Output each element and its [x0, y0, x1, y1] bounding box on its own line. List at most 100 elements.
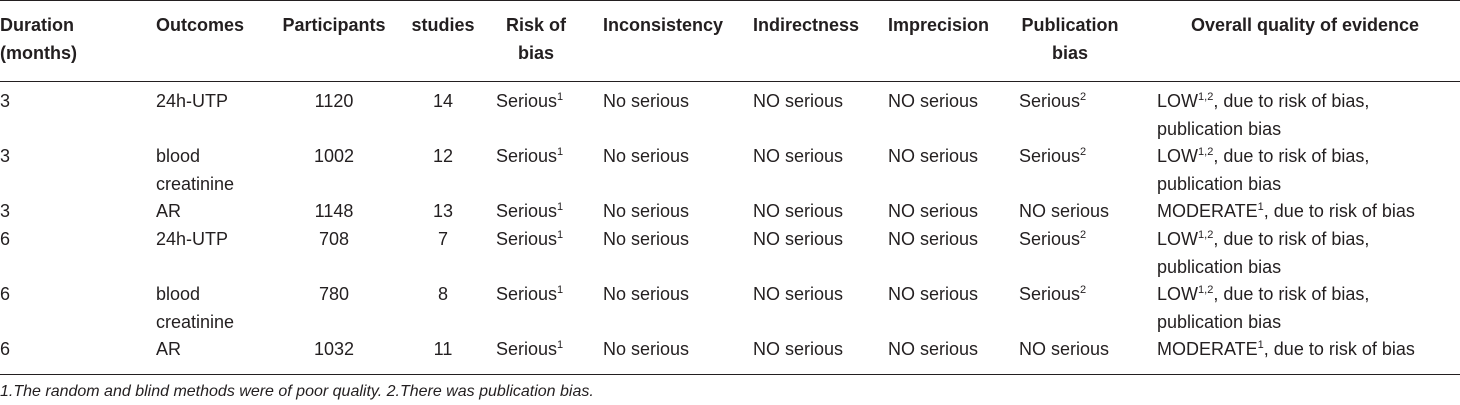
indirectness-cell: NO serious — [753, 339, 844, 359]
risk-of-bias-value: Serious — [496, 146, 558, 166]
studies-cell: 12 — [432, 146, 454, 166]
overall-quality-line1: LOW1,2, due to risk of bias, — [1157, 226, 1369, 254]
quality-grade: LOW — [1157, 91, 1199, 111]
overall-quality-line1: MODERATE1, due to risk of bias — [1157, 336, 1415, 364]
outcome-cell: AR — [156, 198, 181, 226]
studies-cell: 8 — [437, 284, 448, 304]
risk-of-bias-footnote-ref: 1 — [557, 339, 564, 351]
quality-reason: , due to risk of bias, — [1213, 146, 1370, 166]
duration-cell: 3 — [0, 91, 11, 111]
outcome-line: blood — [156, 284, 201, 304]
overall-quality-line2: publication bias — [1157, 311, 1282, 332]
inconsistency-cell: No serious — [603, 201, 690, 221]
publication-bias-value: NO serious — [1019, 339, 1110, 359]
overall-quality-cell: LOW1,2, due to risk of bias, publication … — [1157, 143, 1369, 198]
overall-quality-cell: MODERATE1, due to risk of bias — [1157, 336, 1415, 364]
table-header-rule — [0, 81, 1460, 82]
inconsistency-cell: No serious — [603, 339, 690, 359]
imprecision-cell: NO serious — [888, 339, 979, 359]
risk-of-bias-cell: Serious1 — [496, 226, 563, 254]
overall-quality-line1: LOW1,2, due to risk of bias, — [1157, 281, 1369, 309]
outcome-line: creatinine — [156, 311, 235, 332]
header-publication-bias: Publication bias — [1010, 12, 1130, 67]
duration-cell: 6 — [0, 284, 11, 304]
risk-of-bias-footnote-ref: 1 — [557, 284, 564, 296]
outcome-cell: AR — [156, 336, 181, 364]
header-inconsistency: Inconsistency — [603, 15, 724, 35]
outcome-line: 24h-UTP — [156, 91, 229, 111]
risk-of-bias-value: Serious — [496, 201, 558, 221]
outcome-line: AR — [156, 339, 182, 359]
overall-quality-cell: MODERATE1, due to risk of bias — [1157, 198, 1415, 226]
header-indirectness: Indirectness — [753, 15, 860, 35]
header-risk-of-bias-line2: bias — [517, 42, 555, 63]
publication-bias-value: Serious — [1019, 229, 1081, 249]
overall-quality-line2: publication bias — [1157, 256, 1282, 277]
studies-cell: 11 — [433, 339, 453, 359]
overall-quality-line2: publication bias — [1157, 118, 1282, 139]
imprecision-cell: NO serious — [888, 146, 979, 166]
quality-reason: , due to risk of bias — [1263, 339, 1415, 359]
publication-bias-footnote-ref: 2 — [1080, 146, 1087, 158]
studies-cell: 7 — [437, 229, 448, 249]
header-studies: studies — [411, 15, 475, 35]
indirectness-cell: NO serious — [753, 229, 844, 249]
header-overall-quality: Overall quality of evidence — [1190, 15, 1420, 35]
risk-of-bias-cell: Serious1 — [496, 281, 563, 309]
risk-of-bias-footnote-ref: 1 — [557, 146, 564, 158]
duration-cell: 6 — [0, 229, 11, 249]
participants-cell: 1032 — [313, 339, 355, 359]
imprecision-cell: NO serious — [888, 91, 979, 111]
inconsistency-cell: No serious — [603, 284, 690, 304]
participants-cell: 1120 — [314, 91, 354, 111]
outcome-line: 24h-UTP — [156, 229, 229, 249]
quality-reason: , due to risk of bias — [1263, 201, 1415, 221]
overall-quality-cell: LOW1,2, due to risk of bias, publication … — [1157, 226, 1369, 281]
table-bottom-rule — [0, 374, 1460, 375]
imprecision-cell: NO serious — [888, 201, 979, 221]
publication-bias-value: Serious — [1019, 146, 1081, 166]
overall-quality-cell: LOW1,2, due to risk of bias, publication … — [1157, 88, 1369, 143]
inconsistency-cell: No serious — [603, 229, 690, 249]
outcome-cell: 24h-UTP — [156, 226, 228, 254]
publication-bias-footnote-ref: 2 — [1080, 284, 1087, 296]
risk-of-bias-cell: Serious1 — [496, 143, 563, 171]
risk-of-bias-value: Serious — [496, 284, 558, 304]
quality-reason: , due to risk of bias, — [1213, 91, 1370, 111]
inconsistency-cell: No serious — [603, 91, 690, 111]
participants-cell: 780 — [318, 284, 350, 304]
quality-grade: LOW — [1157, 146, 1199, 166]
publication-bias-cell: Serious2 — [1019, 226, 1086, 254]
outcome-cell: blood creatinine — [156, 281, 234, 336]
participants-cell: 708 — [318, 229, 350, 249]
table-footnote: 1.The random and blind methods were of p… — [0, 383, 594, 400]
duration-cell: 3 — [0, 146, 11, 166]
risk-of-bias-cell: Serious1 — [496, 198, 563, 226]
participants-cell: 1002 — [313, 146, 355, 166]
quality-footnote-ref: 1,2 — [1198, 284, 1214, 296]
header-imprecision: Imprecision — [888, 15, 990, 35]
imprecision-cell: NO serious — [888, 229, 979, 249]
risk-of-bias-footnote-ref: 1 — [557, 91, 564, 103]
header-publication-bias-line2: bias — [1051, 42, 1089, 63]
outcome-line: blood — [156, 146, 201, 166]
quality-grade: LOW — [1157, 284, 1199, 304]
publication-bias-cell: NO serious — [1019, 198, 1109, 226]
table-top-rule — [0, 0, 1460, 1]
quality-footnote-ref: 1,2 — [1198, 229, 1214, 241]
overall-quality-line1: LOW1,2, due to risk of bias, — [1157, 143, 1369, 171]
header-publication-bias-line1: Publication — [1021, 15, 1119, 35]
publication-bias-cell: Serious2 — [1019, 281, 1086, 309]
quality-reason: , due to risk of bias, — [1213, 284, 1370, 304]
publication-bias-footnote-ref: 2 — [1080, 229, 1087, 241]
header-risk-of-bias-line1: Risk of — [505, 15, 566, 35]
outcome-cell: blood creatinine — [156, 143, 234, 198]
header-participants: Participants — [282, 15, 386, 35]
overall-quality-cell: LOW1,2, due to risk of bias, publication … — [1157, 281, 1369, 336]
studies-cell: 14 — [432, 91, 454, 111]
risk-of-bias-footnote-ref: 1 — [557, 201, 564, 213]
publication-bias-value: Serious — [1019, 284, 1081, 304]
publication-bias-cell: Serious2 — [1019, 88, 1086, 116]
inconsistency-cell: No serious — [603, 146, 690, 166]
risk-of-bias-value: Serious — [496, 339, 558, 359]
